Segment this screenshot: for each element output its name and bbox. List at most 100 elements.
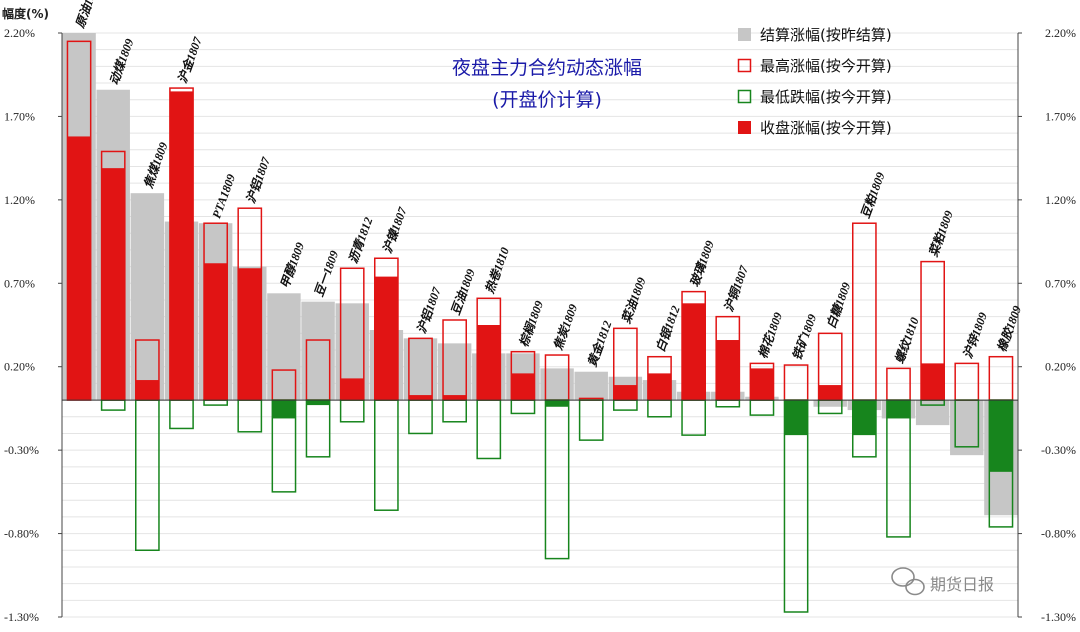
chart-title: 夜盘主力合约动态涨幅 <box>452 57 642 79</box>
legend-swatch-close <box>738 121 751 134</box>
bar-high <box>954 362 980 401</box>
bar-low <box>442 399 468 423</box>
category-label: 沪金1807 <box>175 34 205 85</box>
category-label: 动煤1809 <box>107 37 137 87</box>
legend: 结算涨幅(按昨结算) 最高涨幅(按今开算) 最低跌幅(按今开算) 收盘涨幅(按今… <box>737 26 892 137</box>
bar-low <box>612 399 638 411</box>
y-tick-label-right: 0.70% <box>1045 276 1076 290</box>
bar-close <box>989 400 1013 472</box>
bar-low <box>305 399 331 458</box>
category-label: 沪镍1807 <box>380 204 410 255</box>
bar-close <box>67 136 91 401</box>
y-tick-label-right: 0.20% <box>1045 360 1076 374</box>
bar-low <box>134 399 160 552</box>
bar-low <box>749 399 775 416</box>
y-tick-label-right: -1.30% <box>1041 610 1076 624</box>
bar-low <box>339 399 365 423</box>
bar-close <box>306 400 330 406</box>
y-tick-label-right: 2.20% <box>1045 26 1076 40</box>
y-tick-label-left: 0.70% <box>4 276 35 290</box>
legend-swatch-high <box>737 58 752 73</box>
category-label: 原油1809 <box>72 0 102 31</box>
category-label: 玻璃1809 <box>687 239 717 289</box>
watermark: 期货日报 <box>891 567 994 596</box>
bar-close <box>750 368 774 401</box>
close-bars-layer <box>67 91 1013 472</box>
bar-close <box>682 303 706 401</box>
category-label: 螺纹1810 <box>892 316 922 366</box>
bar-low <box>578 399 604 441</box>
bar-close <box>477 325 501 401</box>
bar-close <box>374 276 398 401</box>
y-tick-label-left: -0.80% <box>4 527 39 541</box>
y-tick-label-right: 1.20% <box>1045 193 1076 207</box>
y-tick-label-left: -1.30% <box>4 610 39 624</box>
axis-layer: 2.20% 2.20% 1.70% 1.70% 1.20% 1.20% 0.70% 0.70%… <box>4 26 1076 624</box>
bar-low <box>100 399 126 411</box>
category-label: 白糖1809 <box>824 280 854 330</box>
category-label: 白银1812 <box>653 304 683 354</box>
bar-low <box>681 399 707 436</box>
bar-high <box>988 355 1014 401</box>
bar-close <box>101 168 125 401</box>
bar-settle <box>813 400 847 407</box>
bar-low <box>715 399 741 408</box>
bar-low <box>169 399 194 430</box>
category-label: 沪铝1807 <box>414 285 444 336</box>
legend-swatch-settle <box>738 28 751 41</box>
bar-close <box>169 91 194 401</box>
category-label: PTA1809 <box>209 172 238 220</box>
bar-low <box>544 399 570 560</box>
y-axis-label: 幅度(%) <box>2 6 49 21</box>
category-label: 黄金1812 <box>585 319 615 369</box>
y-tick-label-right: -0.80% <box>1041 527 1076 541</box>
bar-low <box>510 399 536 415</box>
legend-label-close: 收盘涨幅(按今开算) <box>760 119 892 137</box>
bar-close <box>511 373 535 401</box>
category-label: 豆粕1809 <box>858 170 888 220</box>
legend-label-low: 最低跌幅(按今开算) <box>760 88 892 106</box>
bar-close <box>886 400 911 419</box>
category-label: 沥青1812 <box>346 215 376 265</box>
bar-close <box>408 395 433 401</box>
category-label: 焦炭1809 <box>551 302 581 352</box>
bar-close <box>238 268 262 401</box>
bar-close <box>204 263 228 401</box>
bar-close <box>852 400 876 436</box>
bar-close <box>340 378 364 401</box>
bar-close <box>818 385 842 401</box>
bar-close <box>921 363 945 401</box>
y-tick-label-right: 1.70% <box>1045 109 1076 123</box>
category-label: 豆一1809 <box>312 249 342 299</box>
bar-high <box>886 367 911 401</box>
bar-low <box>886 399 911 538</box>
category-label: 铁矿1809 <box>790 312 820 362</box>
bar-close <box>613 385 637 401</box>
bar-high <box>783 364 809 401</box>
category-label: 沪铝1807 <box>243 154 273 205</box>
y-tick-label-right: -0.30% <box>1041 443 1076 457</box>
bar-low <box>203 399 229 406</box>
bar-close <box>272 400 296 419</box>
y-tick-label-left: 0.20% <box>4 360 35 374</box>
legend-label-high: 最高涨幅(按今开算) <box>760 57 892 75</box>
wechat-icon <box>891 567 925 596</box>
bar-close <box>647 373 672 401</box>
legend-swatch-low <box>737 89 752 104</box>
legend-label-settle: 结算涨幅(按昨结算) <box>760 26 892 44</box>
bar-settle <box>574 371 608 401</box>
category-label: 沪锌1809 <box>960 310 990 360</box>
category-label: 橡胶1809 <box>995 304 1025 354</box>
category-label: 棉花1809 <box>756 310 786 360</box>
y-tick-label-left: 1.20% <box>4 193 35 207</box>
bar-close <box>135 380 159 401</box>
bar-close <box>716 340 740 401</box>
category-label: 豆油1809 <box>448 267 478 317</box>
bar-close <box>784 400 808 436</box>
category-label: 沪铜1807 <box>721 263 751 314</box>
chart-subtitle: (开盘价计算) <box>492 89 602 111</box>
bar-low <box>647 399 672 418</box>
bar-close <box>443 395 467 401</box>
watermark-text: 期货日报 <box>930 575 994 594</box>
